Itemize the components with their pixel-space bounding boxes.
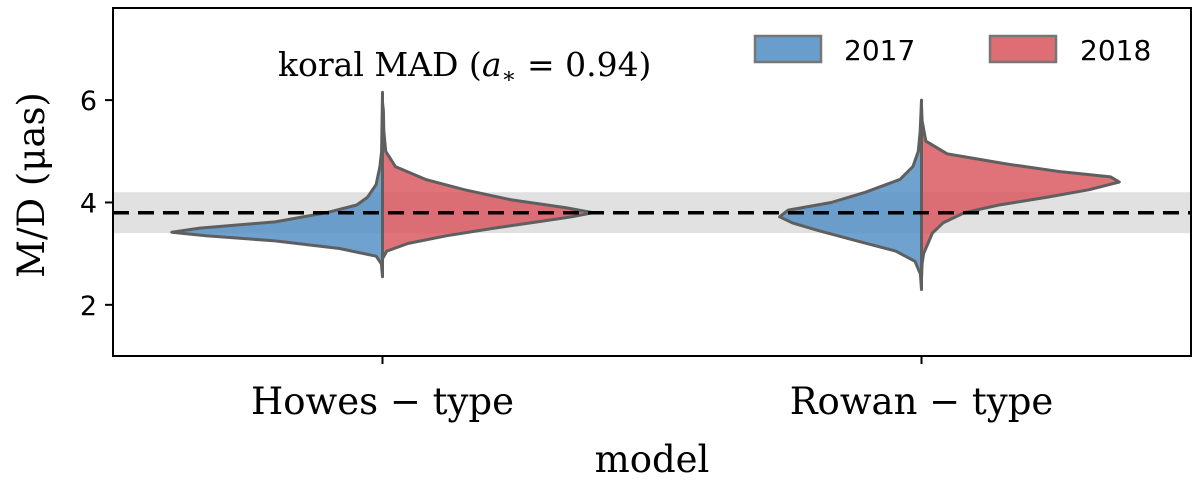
x-axis-label: model (595, 438, 710, 481)
x-tick-label: Howes − type (251, 380, 514, 423)
y-tick-label: 6 (80, 86, 97, 117)
annotation-label: koral MAD (a∗ = 0.94) (278, 45, 651, 89)
legend: 2017 2018 (753, 34, 1151, 67)
legend-label-2018: 2018 (1080, 34, 1151, 67)
violin-2018-rowan (920, 103, 1121, 281)
y-axis-ticks: 2 4 6 (80, 86, 113, 322)
x-axis-ticks: Howes − type Rowan − type (251, 356, 1053, 423)
legend-swatch-2018 (988, 34, 1058, 64)
x-tick-label: Rowan − type (790, 380, 1054, 423)
y-tick-label: 4 (80, 188, 97, 219)
violins-layer (170, 90, 1121, 291)
legend-swatch-2017 (753, 34, 823, 64)
y-axis-label: M/D (μas) (10, 92, 53, 278)
legend-label-2017: 2017 (844, 34, 915, 67)
plot-frame (112, 7, 1192, 357)
violin-2018-howes (381, 101, 595, 261)
y-tick-label: 2 (80, 291, 97, 322)
